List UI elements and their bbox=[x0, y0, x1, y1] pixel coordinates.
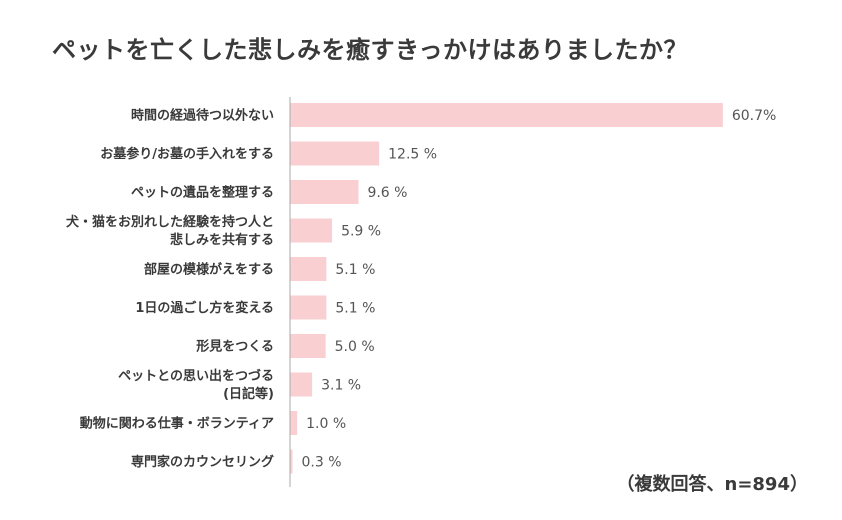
value-label-1: 12.5 % bbox=[388, 147, 437, 163]
category-label-7-line-1: (日記等) bbox=[223, 386, 274, 402]
value-label-3: 5.9 % bbox=[341, 224, 381, 240]
value-label-5: 5.1 % bbox=[335, 301, 375, 317]
bar-1 bbox=[290, 141, 380, 166]
bar-9 bbox=[290, 449, 293, 474]
value-label-6: 5.0 % bbox=[335, 339, 375, 355]
category-label-6: 形見をつくる bbox=[196, 340, 274, 355]
value-label-9: 0.3 % bbox=[302, 455, 342, 471]
category-label-0: 時間の経過待つ以外ない bbox=[131, 108, 274, 124]
bar-3 bbox=[290, 218, 333, 243]
bar-2 bbox=[290, 180, 359, 204]
category-label-4: 部屋の模様がえをする bbox=[144, 262, 274, 278]
category-label-3-line-0: 犬・猫をお別れした経験を持つ人と bbox=[66, 214, 274, 230]
category-label-8: 動物に関わる仕事・ボランティア bbox=[80, 416, 274, 432]
bar-4 bbox=[290, 257, 327, 281]
chart-title: ペットを亡くした悲しみを癒すきっかけはありましたか？ bbox=[52, 36, 689, 64]
bar-6 bbox=[290, 334, 326, 358]
value-label-7: 3.1 % bbox=[321, 378, 361, 394]
category-label-7-line-0: ペットとの思い出をつづる bbox=[118, 368, 274, 384]
category-label-2: ペットの遺品を整理する bbox=[131, 185, 274, 201]
bar-0 bbox=[290, 103, 723, 127]
category-label-5: 1日の過ごし方を変える bbox=[135, 300, 274, 316]
category-label-1: お墓参り/お墓の手入れをする bbox=[100, 146, 274, 162]
category-label-9: 専門家のカウンセリング bbox=[131, 454, 274, 470]
value-label-4: 5.1 % bbox=[335, 262, 375, 278]
value-label-2: 9.6 % bbox=[367, 185, 407, 201]
bar-8 bbox=[290, 411, 298, 435]
bar-5 bbox=[290, 295, 327, 320]
value-label-8: 1.0 % bbox=[306, 416, 346, 432]
sample-note: （複数回答、n=894） bbox=[616, 474, 808, 495]
value-label-0: 60.7% bbox=[732, 108, 776, 124]
category-label-3-line-1: 悲しみを共有する bbox=[170, 232, 274, 248]
bar-7 bbox=[290, 372, 313, 397]
